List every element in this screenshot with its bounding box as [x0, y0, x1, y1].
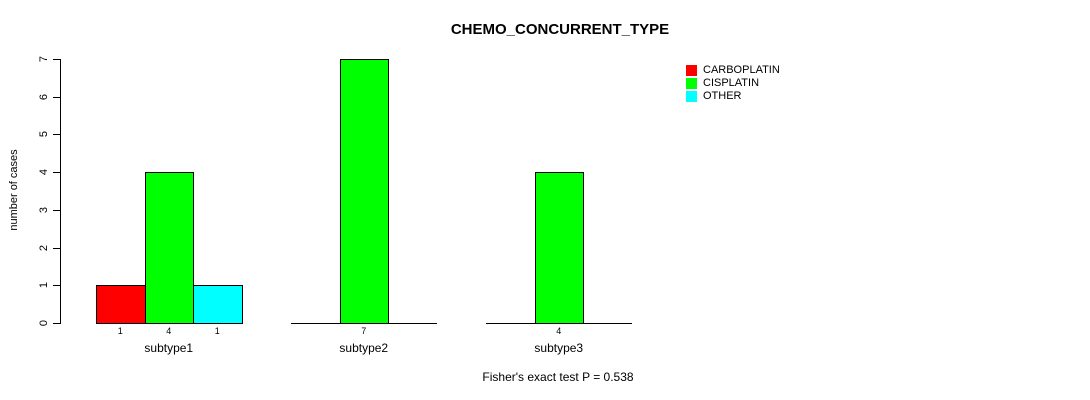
y-tick-mark	[53, 172, 60, 174]
legend: CARBOPLATIN CISPLATIN OTHER	[686, 65, 780, 102]
y-tick-label: 7	[38, 55, 50, 63]
legend-label: CARBOPLATIN	[703, 64, 780, 76]
legend-swatch-icon	[686, 65, 697, 76]
bar-value-label: 4	[556, 326, 562, 336]
y-tick-mark	[53, 247, 60, 249]
x-axis-label-subtype2: subtype2	[339, 341, 389, 355]
legend-swatch-icon	[686, 91, 697, 102]
y-tick-label: 5	[38, 131, 50, 138]
y-tick-mark	[53, 285, 60, 287]
bar-cisplatin-subtype1	[144, 172, 194, 324]
stats-annotation: Fisher's exact test P = 0.538	[482, 370, 634, 384]
y-tick-label: 0	[38, 319, 50, 327]
legend-item: CARBOPLATIN	[686, 65, 780, 76]
y-tick-label: 6	[38, 93, 50, 100]
y-tick-label: 2	[38, 244, 50, 251]
legend-swatch-icon	[686, 78, 697, 89]
bar-value-label: 1	[117, 326, 123, 336]
legend-label: OTHER	[703, 90, 742, 102]
y-axis-line	[60, 59, 61, 324]
y-tick-mark	[53, 59, 60, 60]
bar-other-subtype1	[193, 285, 243, 324]
bar-cisplatin-subtype3	[534, 172, 584, 324]
legend-label: CISPLATIN	[703, 77, 760, 89]
y-tick-mark	[53, 323, 60, 324]
bar-carboplatin-subtype1	[96, 285, 146, 324]
bar-value-label: 7	[361, 326, 367, 336]
bar-cisplatin-subtype2	[339, 59, 389, 324]
x-axis-label-subtype3: subtype3	[534, 341, 584, 355]
legend-item: CISPLATIN	[686, 78, 780, 89]
y-tick-mark	[53, 209, 60, 211]
chart-title: CHEMO_CONCURRENT_TYPE	[450, 21, 670, 38]
y-tick-mark	[53, 96, 60, 98]
y-tick-mark	[53, 134, 60, 136]
bar-value-label: 1	[214, 326, 220, 336]
x-axis-label-subtype1: subtype1	[144, 341, 194, 355]
y-tick-label: 3	[38, 206, 50, 213]
y-tick-label: 4	[38, 169, 50, 176]
legend-item: OTHER	[686, 91, 780, 102]
bar-value-label: 4	[166, 326, 172, 336]
y-tick-label: 1	[38, 282, 50, 289]
